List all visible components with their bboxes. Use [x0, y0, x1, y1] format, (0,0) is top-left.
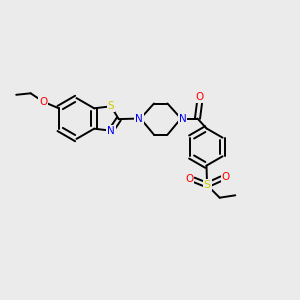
Text: O: O: [185, 173, 194, 184]
Text: O: O: [39, 97, 47, 107]
Text: S: S: [203, 180, 211, 190]
Text: O: O: [222, 172, 230, 182]
Text: S: S: [108, 101, 114, 111]
Text: O: O: [196, 92, 204, 102]
Text: N: N: [178, 113, 186, 124]
Text: N: N: [135, 113, 143, 124]
Text: N: N: [107, 126, 115, 136]
